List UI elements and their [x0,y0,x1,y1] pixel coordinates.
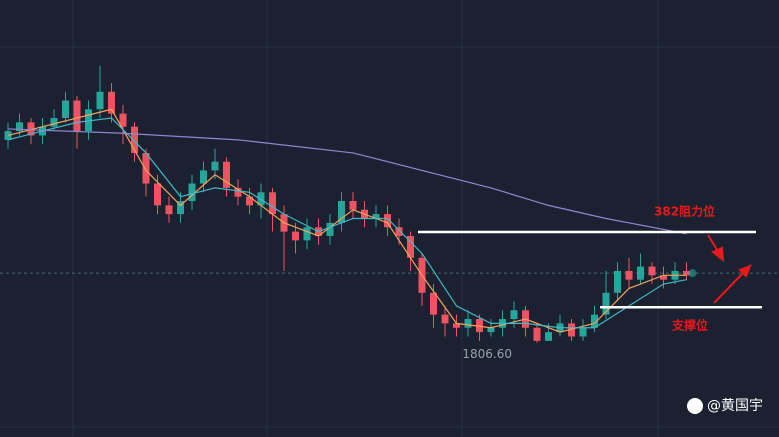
moving-average-line [7,117,687,329]
candle-body [648,266,656,276]
arrow-head [711,246,725,263]
moving-average-line [7,128,687,235]
candle-body [108,91,115,114]
candle-body [660,275,667,280]
candle-body [453,323,460,328]
level-label: 支撑位 [671,318,708,333]
candle-body [223,161,230,188]
candle-body [464,319,472,328]
candle-body [568,323,575,337]
candle-body [154,183,161,206]
low-label: 1806.60 [462,347,512,361]
candle-body [533,327,541,341]
watermark-text: @黄国宇 [707,397,763,414]
candle-body [73,100,81,132]
candle-body [395,227,403,236]
candle-body [211,161,219,171]
candle-body [177,201,184,215]
candle-body [200,170,207,184]
candle-body [326,222,334,236]
candle-body [338,201,345,223]
candle-body [303,227,311,241]
candle-body [372,214,380,219]
last-price-glow [688,269,697,278]
candle-body [50,117,58,127]
candle-body [579,327,587,337]
watermark: @黄国宇 [687,397,763,414]
candle-body [96,91,104,110]
candle-body [384,214,391,228]
candle-body [637,266,644,280]
candle-body [407,235,414,258]
candle-body [62,100,69,118]
candle-body [257,192,265,206]
arrow-up [713,271,745,304]
candle-body [85,109,92,132]
arrows [707,234,752,304]
candle-body [165,205,173,215]
candle-body [683,270,690,276]
candle-body [591,314,598,328]
candle-body [430,292,437,315]
candle-body [476,319,483,333]
watermark-icon [687,398,703,414]
candle-body [131,126,138,153]
candle-body [510,310,518,320]
level-label: 382阻力位 [654,204,715,219]
candle-body [292,231,299,241]
candle-body [441,314,449,324]
candle-body [269,192,276,215]
candle-body [188,183,196,202]
candle-body [602,292,610,315]
candle-body [16,122,23,132]
candle-body [119,113,127,127]
candle-body [349,201,357,210]
candle-body [27,122,35,136]
candle-body [487,327,495,333]
candle-body [625,270,633,280]
candle-body [234,187,242,197]
candle-body [246,196,253,206]
candle-body [545,332,552,341]
arrow-head [738,264,752,278]
candle-body [142,152,150,184]
candle-body [614,270,621,293]
